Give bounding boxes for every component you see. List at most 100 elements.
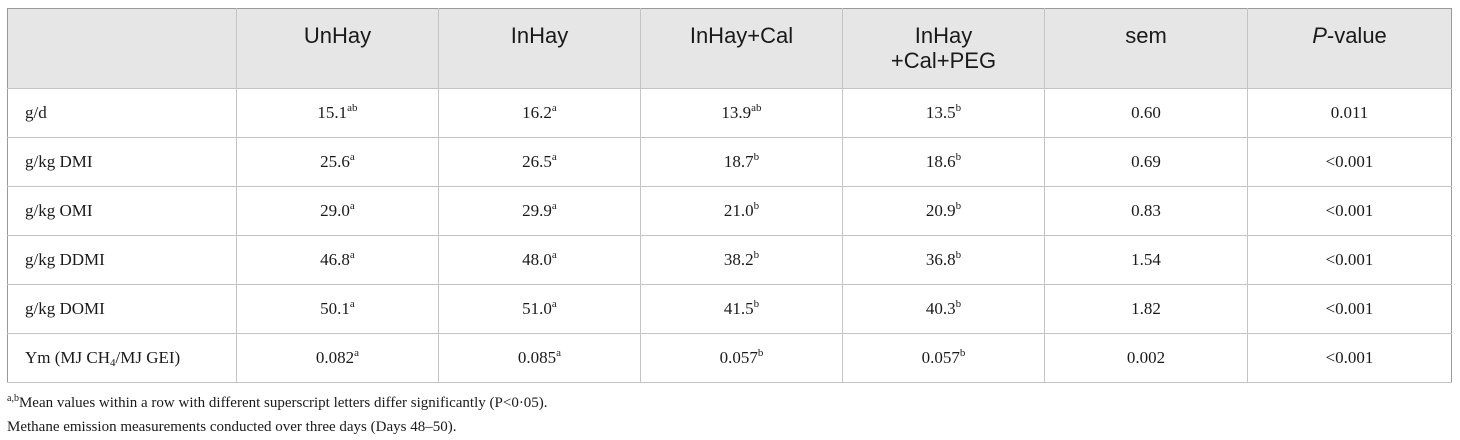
cell-value: 25.6 <box>320 152 350 171</box>
table-row: g/kg DMI 25.6a 26.5a 18.7b 18.6b 0.69 <0.001 <box>7 137 1452 187</box>
footnote-superscript: a,b <box>7 393 19 404</box>
table-cell: 0.002 <box>1044 333 1248 383</box>
table-cell: 0.082a <box>236 333 439 383</box>
header-cell-sem: sem <box>1044 8 1248 89</box>
row-label-cell: g/kg DOMI <box>7 284 237 334</box>
cell-superscript: a <box>349 298 355 310</box>
header-cell-inhay: InHay <box>438 8 641 89</box>
cell-value: <0.001 <box>1325 348 1374 367</box>
cell-value: 18.7 <box>723 152 754 171</box>
cell-value: 0.69 <box>1131 152 1161 171</box>
cell-value: 0.057 <box>719 348 758 367</box>
row-label-cell: g/kg OMI <box>7 186 237 236</box>
cell-value: 51.0 <box>522 299 552 318</box>
table-cell: 13.5b <box>842 88 1045 138</box>
table-row: g/kg DOMI 50.1a 51.0a 41.5b 40.3b 1.82 <0.001 <box>7 284 1452 334</box>
cell-superscript: a <box>551 298 557 310</box>
header-cell-empty <box>7 8 237 89</box>
row-label: g/d <box>25 103 47 122</box>
cell-value: 29.0 <box>320 201 350 220</box>
footnote-text: Mean values within a row with different … <box>18 395 548 411</box>
table-cell: <0.001 <box>1247 333 1452 383</box>
table-cell: <0.001 <box>1247 137 1452 187</box>
table-cell: 40.3b <box>842 284 1045 334</box>
table-cell: 0.69 <box>1044 137 1248 187</box>
cell-superscript: ab <box>347 102 358 114</box>
cell-superscript: a <box>551 102 557 114</box>
header-label: UnHay <box>303 23 372 48</box>
footnote-measurement: Methane emission measurements conducted … <box>7 415 1451 439</box>
cell-value: <0.001 <box>1325 299 1374 318</box>
header-cell-inhay-cal-peg: InHay +Cal+PEG <box>842 8 1045 89</box>
cell-value: 15.1 <box>317 103 348 122</box>
table-row: g/d 15.1ab 16.2a 13.9ab 13.5b 0.60 0.011 <box>7 88 1452 138</box>
cell-value: <0.001 <box>1325 201 1374 220</box>
cell-superscript: a <box>551 151 557 163</box>
cell-value: 21.0 <box>723 201 754 220</box>
table-cell: <0.001 <box>1247 186 1452 236</box>
header-label: sem <box>1125 23 1167 48</box>
table-cell: 48.0a <box>438 235 641 285</box>
cell-value: 16.2 <box>522 103 552 122</box>
cell-superscript: a <box>349 249 355 261</box>
cell-superscript: a <box>551 249 557 261</box>
table-cell: 26.5a <box>438 137 641 187</box>
cell-superscript: ab <box>751 102 762 114</box>
row-label: g/kg DOMI <box>25 299 105 318</box>
table-cell: 51.0a <box>438 284 641 334</box>
cell-superscript: a <box>556 347 562 359</box>
table-cell: 38.2b <box>640 235 843 285</box>
cell-superscript: b <box>753 249 760 261</box>
table-cell: 50.1a <box>236 284 439 334</box>
header-label: InHay+Cal <box>689 23 794 48</box>
cell-value: 0.057 <box>921 348 960 367</box>
header-label-italic-p: P <box>1312 23 1327 48</box>
cell-value: <0.001 <box>1325 250 1374 269</box>
table-cell: 1.54 <box>1044 235 1248 285</box>
header-label: InHay <box>510 23 569 48</box>
cell-superscript: b <box>955 102 962 114</box>
table-row: g/kg DDMI 46.8a 48.0a 38.2b 36.8b 1.54 <0.001 <box>7 235 1452 285</box>
table-cell: 0.057b <box>842 333 1045 383</box>
row-label-cell: g/kg DMI <box>7 137 237 187</box>
cell-value: 13.5 <box>925 103 956 122</box>
methane-emission-table: UnHay InHay InHay+Cal InHay +Cal+PEG sem … <box>7 8 1452 383</box>
row-label: g/kg DMI <box>25 152 93 171</box>
table-body: g/d 15.1ab 16.2a 13.9ab 13.5b 0.60 0.011 g/kg D… <box>7 88 1452 383</box>
cell-value: 29.9 <box>522 201 552 220</box>
cell-value: 38.2 <box>723 250 754 269</box>
cell-value: 0.83 <box>1131 201 1161 220</box>
cell-value: 46.8 <box>320 250 350 269</box>
cell-value: 50.1 <box>320 299 350 318</box>
table-cell: 21.0b <box>640 186 843 236</box>
table-row: Ym (MJ CH4/MJ GEI) 0.082a 0.085a 0.057b 0.05… <box>7 333 1452 383</box>
cell-superscript: a <box>551 200 557 212</box>
row-label-cell: Ym (MJ CH4/MJ GEI) <box>7 333 237 383</box>
table-cell: <0.001 <box>1247 235 1452 285</box>
table-cell: 18.7b <box>640 137 843 187</box>
cell-value: 1.82 <box>1131 299 1161 318</box>
cell-value: 13.9 <box>721 103 752 122</box>
table-cell: 0.60 <box>1044 88 1248 138</box>
row-label-suffix: /MJ GEI) <box>115 348 181 367</box>
table-cell: 18.6b <box>842 137 1045 187</box>
cell-value: 20.9 <box>925 201 956 220</box>
row-label: g/kg OMI <box>25 201 93 220</box>
header-cell-inhay-cal: InHay+Cal <box>640 8 843 89</box>
cell-value: 18.6 <box>925 152 956 171</box>
cell-value: 0.085 <box>517 348 557 367</box>
table-cell: 0.085a <box>438 333 641 383</box>
header-label-suffix: -value <box>1326 23 1387 48</box>
cell-superscript: b <box>753 200 760 212</box>
header-label-line1: InHay <box>914 23 973 48</box>
cell-value: 1.54 <box>1131 250 1161 269</box>
cell-superscript: a <box>354 347 360 359</box>
row-label-cell: g/d <box>7 88 237 138</box>
cell-value: 0.011 <box>1330 103 1369 122</box>
cell-superscript: b <box>753 298 760 310</box>
cell-superscript: b <box>955 298 962 310</box>
table-cell: 29.9a <box>438 186 641 236</box>
cell-superscript: b <box>959 347 966 359</box>
table-cell: 41.5b <box>640 284 843 334</box>
cell-superscript: b <box>955 151 962 163</box>
